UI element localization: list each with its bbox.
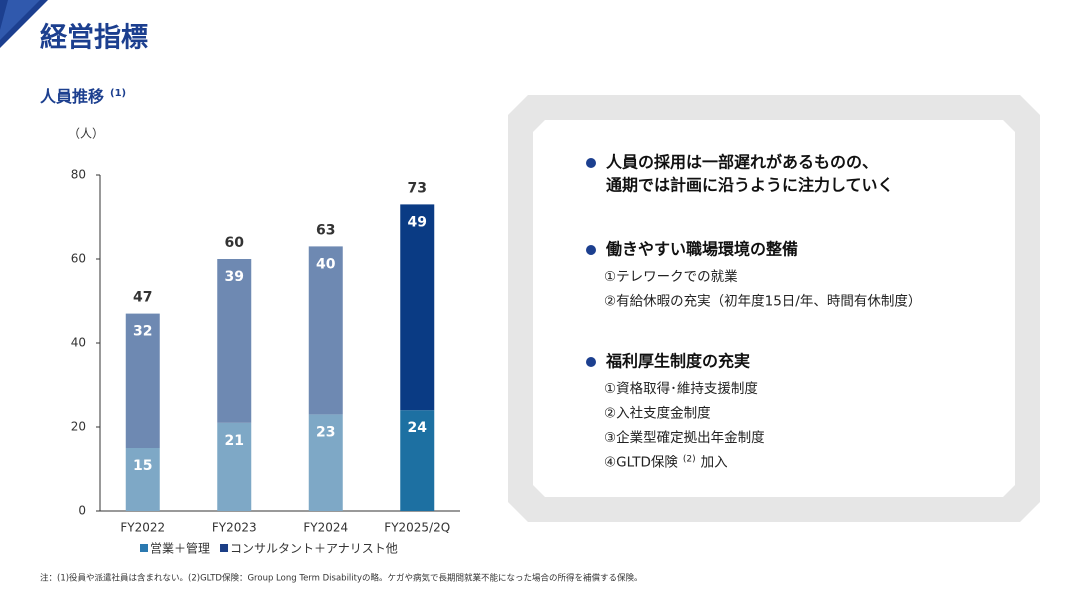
x-tick-label: FY2025/2Q bbox=[384, 521, 450, 535]
footnote: 注：(1)役員や派遣社員は含まれない。(2)GLTD保険：Group Long … bbox=[40, 573, 643, 584]
value-label: 40 bbox=[316, 256, 336, 272]
x-tick-label: FY2023 bbox=[212, 521, 257, 535]
value-label: 21 bbox=[225, 433, 244, 449]
point-heading: 働きやすい職場環境の整備 bbox=[605, 240, 798, 259]
bar-segment bbox=[125, 313, 160, 448]
value-label: 39 bbox=[225, 269, 244, 285]
bar-segment bbox=[217, 259, 252, 423]
slide-title: 経営指標 bbox=[40, 22, 148, 54]
point-item: ①資格取得･維持支援制度 bbox=[604, 380, 758, 397]
bar-segment bbox=[217, 422, 252, 511]
bar-segment bbox=[308, 246, 343, 415]
total-label: 47 bbox=[133, 290, 152, 306]
chart-title: 人員推移 (1) bbox=[40, 87, 126, 106]
legend-swatch bbox=[220, 544, 229, 552]
item-text: ④GLTD保険 bbox=[604, 455, 678, 471]
point-item: ④GLTD保険 (2) 加入 bbox=[604, 454, 728, 471]
item-note: (2) bbox=[683, 454, 696, 464]
corner-decoration bbox=[0, 0, 40, 40]
value-label: 23 bbox=[316, 424, 335, 440]
y-tick-label: 20 bbox=[71, 420, 86, 434]
total-label: 63 bbox=[316, 222, 335, 238]
point-heading: 通期では計画に沿うように注力していく bbox=[606, 176, 894, 195]
chart-title-note: (1) bbox=[110, 88, 126, 99]
bar-segment bbox=[400, 204, 435, 411]
point-heading: 福利厚生制度の充実 bbox=[605, 352, 750, 371]
bar-segment bbox=[125, 448, 160, 511]
point-heading: 人員の採用は一部遅れがあるものの、 bbox=[606, 153, 878, 172]
x-tick-label: FY2024 bbox=[303, 521, 348, 535]
item-text: ③企業型確定拠出年金制度 bbox=[604, 429, 765, 446]
total-label: 73 bbox=[408, 180, 427, 196]
y-tick-label: 40 bbox=[71, 336, 86, 350]
x-tick-label: FY2022 bbox=[120, 521, 165, 535]
point-item: ①テレワークでの就業 bbox=[604, 269, 738, 285]
point-item: ②有給休暇の充実（初年度15日/年、時間有休制度） bbox=[604, 293, 921, 310]
y-tick-label: 60 bbox=[71, 252, 86, 266]
bullet bbox=[586, 158, 596, 168]
item-after: 加入 bbox=[701, 455, 729, 471]
panel bbox=[533, 120, 1015, 497]
bullet bbox=[586, 357, 596, 367]
chart-title-text: 人員推移 bbox=[40, 87, 104, 106]
item-text: ②入社支度金制度 bbox=[604, 406, 711, 422]
legend-swatch bbox=[140, 544, 148, 552]
y-unit: （人） bbox=[68, 127, 104, 141]
legend-label: 営業＋管理 bbox=[150, 541, 210, 556]
item-text: ①資格取得･維持支援制度 bbox=[604, 380, 758, 397]
legend-label: コンサルタント＋アナリスト他 bbox=[230, 542, 398, 556]
point-item: ③企業型確定拠出年金制度 bbox=[604, 429, 765, 446]
value-label: 49 bbox=[408, 214, 427, 230]
y-tick-label: 80 bbox=[71, 168, 86, 182]
y-tick-label: 0 bbox=[78, 504, 86, 518]
total-label: 60 bbox=[225, 235, 245, 251]
value-label: 15 bbox=[133, 458, 152, 474]
bullet bbox=[586, 245, 596, 255]
bar-segment bbox=[400, 410, 435, 511]
point-item: ②入社支度金制度 bbox=[604, 406, 711, 422]
item-text: ②有給休暇の充実（初年度15日/年、時間有休制度） bbox=[604, 293, 921, 310]
bar-segment bbox=[308, 414, 343, 511]
item-text: ①テレワークでの就業 bbox=[604, 269, 738, 285]
value-label: 32 bbox=[133, 324, 152, 340]
value-label: 24 bbox=[408, 420, 428, 436]
